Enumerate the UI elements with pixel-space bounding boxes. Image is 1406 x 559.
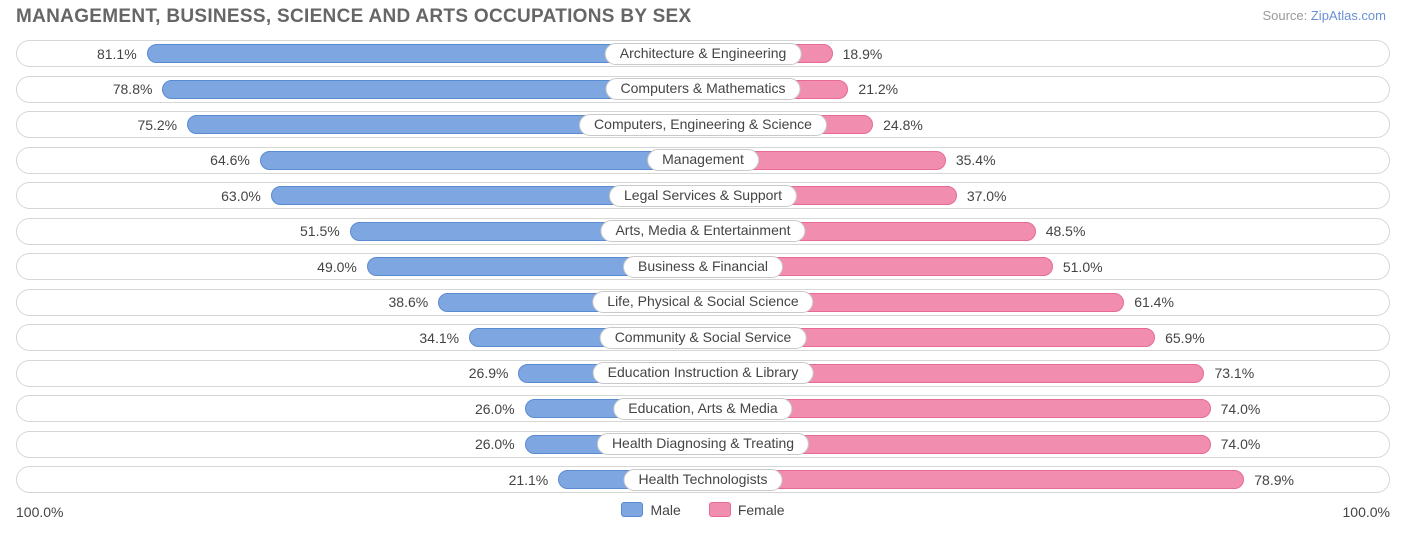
category-label: Education, Arts & Media bbox=[613, 398, 792, 420]
category-label: Computers & Mathematics bbox=[606, 78, 801, 100]
female-half: 21.2% bbox=[703, 77, 1389, 102]
source-link[interactable]: ZipAtlas.com bbox=[1311, 8, 1386, 23]
female-half: 51.0% bbox=[703, 254, 1389, 279]
female-pct-label: 21.2% bbox=[858, 81, 898, 97]
female-pct-label: 74.0% bbox=[1221, 436, 1261, 452]
female-pct-label: 24.8% bbox=[883, 117, 923, 133]
male-pct-label: 75.2% bbox=[137, 117, 177, 133]
chart-row: 81.1% 18.9% Architecture & Engineering bbox=[16, 40, 1390, 67]
category-label: Education Instruction & Library bbox=[593, 362, 814, 384]
female-pct-label: 73.1% bbox=[1214, 365, 1254, 381]
female-half: 35.4% bbox=[703, 148, 1389, 173]
chart-row: 78.8% 21.2% Computers & Mathematics bbox=[16, 76, 1390, 103]
chart-row: 34.1% 65.9% Community & Social Service bbox=[16, 324, 1390, 351]
source-attribution: Source: ZipAtlas.com bbox=[1262, 8, 1386, 23]
female-swatch bbox=[709, 502, 731, 517]
chart-row: 26.9% 73.1% Education Instruction & Librar… bbox=[16, 360, 1390, 387]
chart-row: 75.2% 24.8% Computers, Engineering & Scien… bbox=[16, 111, 1390, 138]
category-label: Management bbox=[647, 149, 759, 171]
male-pct-label: 21.1% bbox=[509, 472, 549, 488]
chart-row: 64.6% 35.4% Management bbox=[16, 147, 1390, 174]
male-half: 64.6% bbox=[17, 148, 703, 173]
chart-header: MANAGEMENT, BUSINESS, SCIENCE AND ARTS O… bbox=[0, 0, 1406, 36]
female-pct-label: 37.0% bbox=[967, 188, 1007, 204]
chart-row: 26.0% 74.0% Health Diagnosing & Treating bbox=[16, 431, 1390, 458]
axis-min: 100.0% bbox=[16, 504, 63, 520]
male-pct-label: 26.0% bbox=[475, 436, 515, 452]
female-pct-label: 51.0% bbox=[1063, 259, 1103, 275]
category-label: Computers, Engineering & Science bbox=[579, 114, 827, 136]
female-pct-label: 74.0% bbox=[1221, 401, 1261, 417]
male-half: 81.1% bbox=[17, 41, 703, 66]
male-half: 26.0% bbox=[17, 396, 703, 421]
legend-male-label: Male bbox=[650, 502, 680, 518]
female-half: 18.9% bbox=[703, 41, 1389, 66]
chart-area: 81.1% 18.9% Architecture & Engineering 78.8… bbox=[0, 36, 1406, 493]
male-bar bbox=[260, 151, 703, 170]
female-pct-label: 65.9% bbox=[1165, 330, 1205, 346]
female-half: 48.5% bbox=[703, 219, 1389, 244]
category-label: Legal Services & Support bbox=[609, 185, 797, 207]
female-half: 37.0% bbox=[703, 183, 1389, 208]
chart-row: 51.5% 48.5% Arts, Media & Entertainment bbox=[16, 218, 1390, 245]
chart-title: MANAGEMENT, BUSINESS, SCIENCE AND ARTS O… bbox=[16, 6, 692, 28]
chart-row: 63.0% 37.0% Legal Services & Support bbox=[16, 182, 1390, 209]
male-pct-label: 38.6% bbox=[389, 294, 429, 310]
female-bar bbox=[703, 470, 1244, 489]
female-pct-label: 35.4% bbox=[956, 152, 996, 168]
chart-row: 49.0% 51.0% Business & Financial bbox=[16, 253, 1390, 280]
category-label: Health Diagnosing & Treating bbox=[597, 433, 809, 455]
male-pct-label: 26.9% bbox=[469, 365, 509, 381]
category-label: Life, Physical & Social Science bbox=[592, 291, 813, 313]
category-label: Architecture & Engineering bbox=[605, 43, 802, 65]
category-label: Health Technologists bbox=[624, 469, 783, 491]
female-pct-label: 78.9% bbox=[1254, 472, 1294, 488]
chart-row: 21.1% 78.9% Health Technologists bbox=[16, 466, 1390, 493]
male-half: 63.0% bbox=[17, 183, 703, 208]
category-label: Community & Social Service bbox=[600, 327, 807, 349]
legend: Male Female bbox=[0, 502, 1406, 518]
male-half: 78.8% bbox=[17, 77, 703, 102]
category-label: Arts, Media & Entertainment bbox=[600, 220, 805, 242]
chart-row: 38.6% 61.4% Life, Physical & Social Scienc… bbox=[16, 289, 1390, 316]
chart-row: 26.0% 74.0% Education, Arts & Media bbox=[16, 395, 1390, 422]
male-pct-label: 64.6% bbox=[210, 152, 250, 168]
source-prefix: Source: bbox=[1262, 8, 1310, 23]
male-pct-label: 51.5% bbox=[300, 223, 340, 239]
male-pct-label: 34.1% bbox=[419, 330, 459, 346]
male-pct-label: 78.8% bbox=[113, 81, 153, 97]
female-pct-label: 61.4% bbox=[1134, 294, 1174, 310]
male-pct-label: 63.0% bbox=[221, 188, 261, 204]
male-pct-label: 26.0% bbox=[475, 401, 515, 417]
male-pct-label: 49.0% bbox=[317, 259, 357, 275]
female-pct-label: 18.9% bbox=[843, 46, 883, 62]
female-half: 74.0% bbox=[703, 396, 1389, 421]
female-half: 78.9% bbox=[703, 467, 1389, 492]
male-half: 49.0% bbox=[17, 254, 703, 279]
legend-female-label: Female bbox=[738, 502, 785, 518]
legend-male: Male bbox=[621, 502, 680, 518]
category-label: Business & Financial bbox=[623, 256, 783, 278]
female-pct-label: 48.5% bbox=[1046, 223, 1086, 239]
axis-max: 100.0% bbox=[1343, 504, 1390, 520]
male-swatch bbox=[621, 502, 643, 517]
legend-female: Female bbox=[709, 502, 785, 518]
male-half: 21.1% bbox=[17, 467, 703, 492]
male-pct-label: 81.1% bbox=[97, 46, 137, 62]
